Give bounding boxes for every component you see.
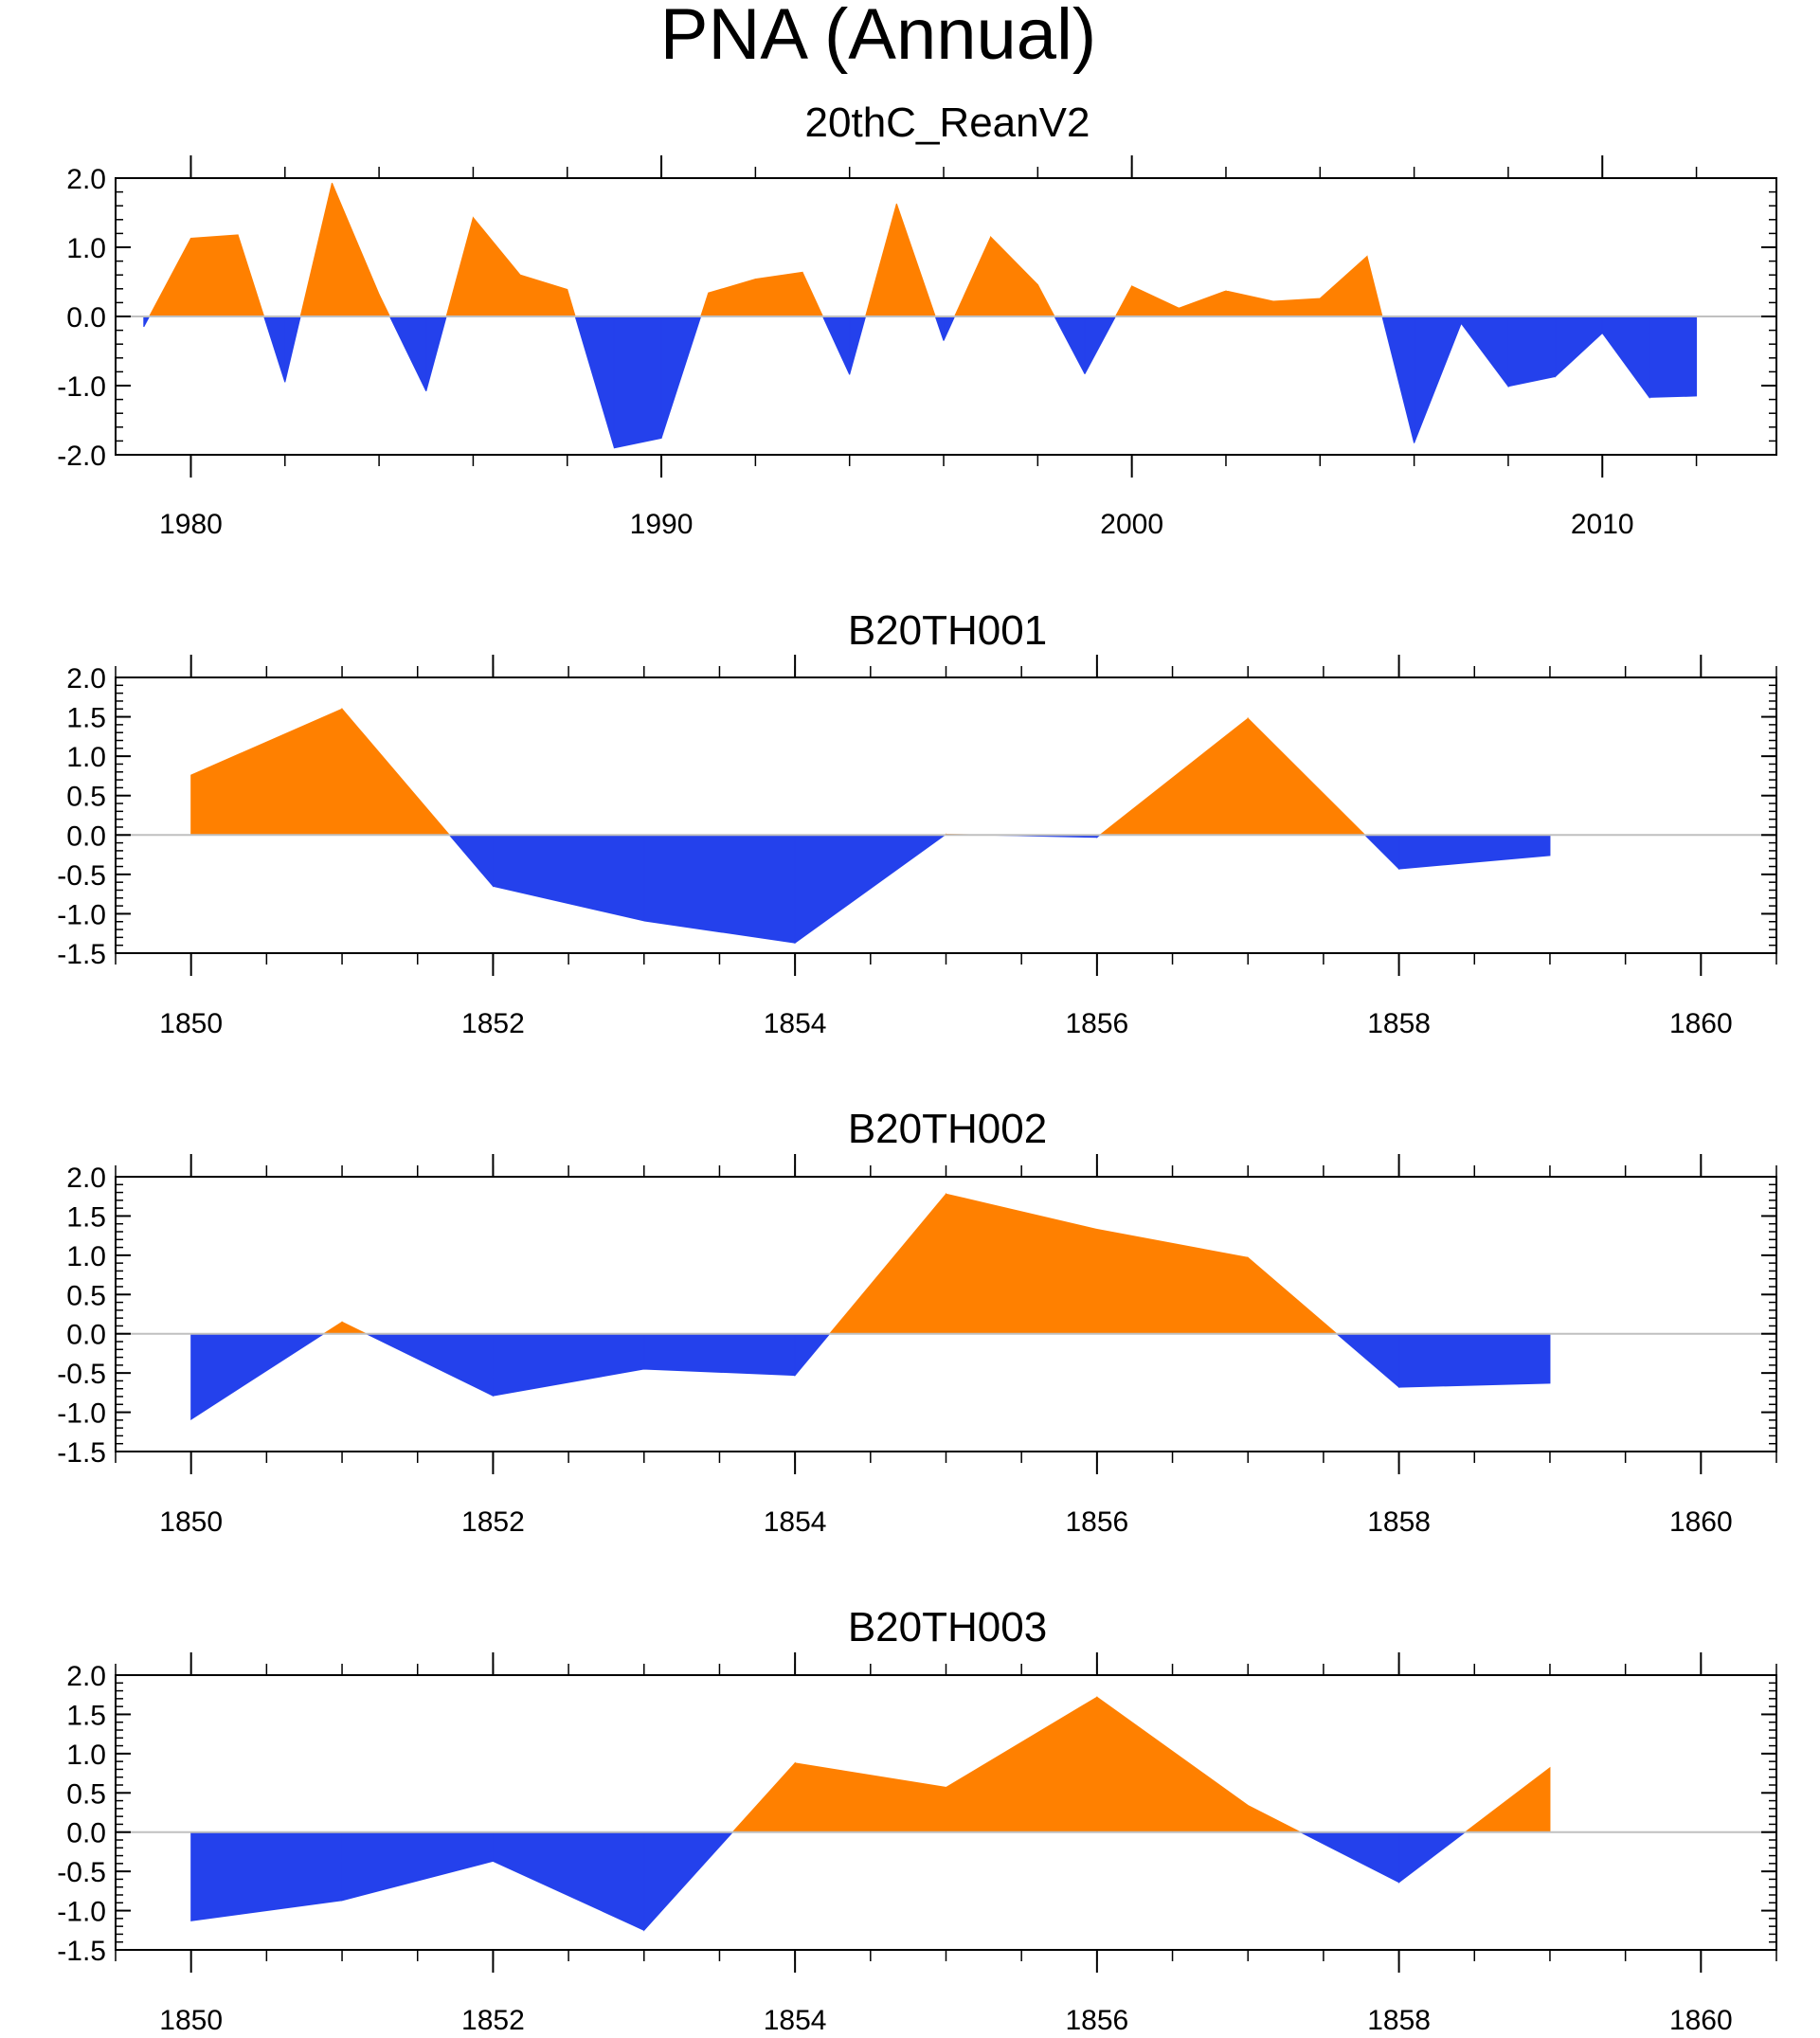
y-tick-label: 2.0 [66,1163,106,1194]
x-tick-label: 1850 [159,2005,223,2036]
y-tick-label: -1.5 [57,1437,106,1469]
x-tick-label: 1850 [159,1506,223,1538]
panel-b20th002: B20TH002 2.0 1.5 1.0 0.5 0.0 -0.5 -1.0 -1.5 1850… [57,1106,1777,1538]
figure-title: PNA (Annual) [660,0,1096,75]
y-tick-label: 0.5 [66,782,106,813]
y-tick-label: 0.0 [66,821,106,852]
y-tick-label: 0.0 [66,302,106,334]
panel-title: B20TH002 [848,1106,1047,1152]
y-tick-label: -0.5 [57,1359,106,1390]
positive-area [731,1696,1551,1833]
x-tick-label: 1858 [1367,1008,1431,1039]
x-tick-label: 1852 [461,1008,525,1039]
x-tick-label: 2000 [1100,509,1163,540]
positive-area [190,707,1366,836]
y-tick-label: 1.5 [66,1201,106,1233]
negative-area [143,316,1698,449]
x-tick-label: 1850 [159,1008,223,1039]
y-tick-label: 0.5 [66,1778,106,1810]
negative-area [190,1333,1551,1420]
x-tick-label: 1858 [1367,1506,1431,1538]
y-tick-label: 1.5 [66,703,106,734]
x-tick-label: 1990 [630,509,694,540]
positive-area [148,182,1383,317]
panel-title: B20TH001 [848,607,1047,654]
negative-area [448,834,1551,945]
panel-b20th003: B20TH003 2.0 1.5 1.0 0.5 0.0 -0.5 -1.0 -1.5 1850… [57,1604,1777,2036]
panel-title: B20TH003 [848,1604,1047,1650]
x-tick-label: 1854 [764,2005,827,2036]
panel-b20th001: B20TH001 2.0 1.5 1.0 0.5 0.0 -0.5 -1.0 -1.5 1850… [57,607,1777,1039]
y-tick-label: 0.5 [66,1280,106,1311]
x-tick-label: 1856 [1065,2005,1128,2036]
positive-area [322,1192,1339,1335]
y-tick-label: -1.0 [57,371,106,403]
x-tick-label: 1856 [1065,1008,1128,1039]
y-tick-label: 1.0 [66,742,106,773]
x-tick-label: 1854 [764,1008,827,1039]
x-tick-label: 1860 [1669,1506,1733,1538]
y-tick-label: -0.5 [57,1857,106,1888]
x-tick-label: 1860 [1669,1008,1733,1039]
x-tick-label: 1854 [764,1506,827,1538]
x-tick-label: 1856 [1065,1506,1128,1538]
y-tick-label: 1.0 [66,1740,106,1771]
y-tick-label: 1.0 [66,1241,106,1272]
x-tick-label: 1860 [1669,2005,1733,2036]
panel-20thc-reanv2: 20thC_ReanV2 2.0 1.0 0.0 -1.0 -2.0 1980 1990 20… [57,99,1777,540]
y-tick-label: 2.0 [66,164,106,195]
y-tick-label: 2.0 [66,663,106,694]
x-tick-label: 1858 [1367,2005,1431,2036]
x-tick-label: 1852 [461,1506,525,1538]
y-tick-label: -1.0 [57,1897,106,1928]
negative-area [190,1831,1467,1932]
x-tick-label: 1980 [159,509,223,540]
y-tick-label: -1.5 [57,1936,106,1967]
y-tick-label: 0.0 [66,1818,106,1849]
y-tick-label: -1.5 [57,939,106,970]
y-tick-label: 0.0 [66,1320,106,1351]
panel-title: 20thC_ReanV2 [805,99,1090,146]
x-tick-label: 1852 [461,2005,525,2036]
y-tick-label: -1.0 [57,1398,106,1430]
y-tick-label: 1.5 [66,1700,106,1731]
y-tick-label: 2.0 [66,1661,106,1692]
y-tick-label: -0.5 [57,860,106,892]
y-tick-label: -1.0 [57,899,106,930]
x-tick-label: 2010 [1571,509,1634,540]
y-tick-label: -2.0 [57,441,106,472]
y-tick-label: 1.0 [66,233,106,264]
